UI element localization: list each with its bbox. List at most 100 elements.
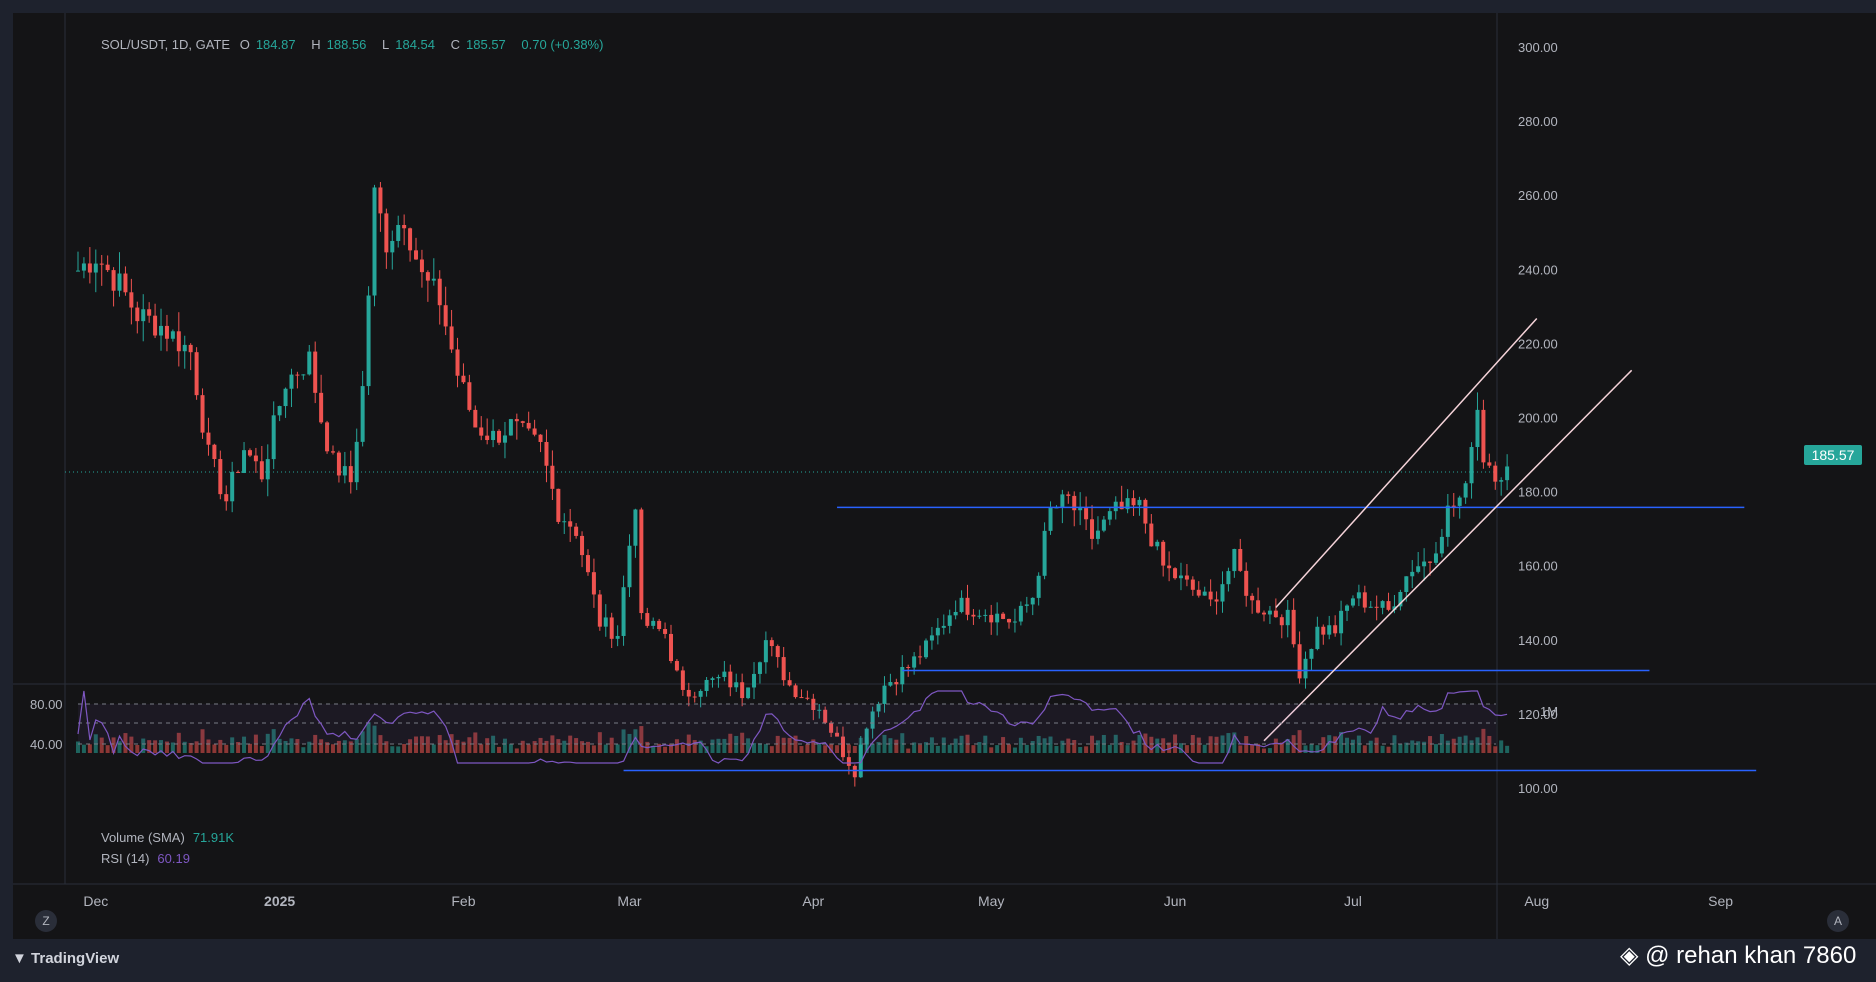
candle-body (514, 419, 519, 422)
x-tick-label: Dec (83, 893, 108, 909)
low-label: L (382, 37, 390, 52)
candle-body (1161, 541, 1166, 566)
volume-bar (402, 743, 407, 753)
volume-bar (1380, 745, 1385, 753)
rsi-legend-value: 60.19 (157, 851, 190, 866)
candle-body (769, 640, 774, 647)
candle-body (900, 666, 905, 685)
candle-body (627, 545, 632, 588)
candle-body (99, 263, 104, 265)
candle-body (449, 326, 454, 350)
volume-bar (846, 744, 851, 753)
candle-body (698, 690, 703, 697)
x-tick-label: Jul (1344, 893, 1362, 909)
candle-body (87, 263, 92, 273)
volume-bar (1445, 740, 1450, 753)
volume-bar (989, 747, 994, 753)
candle-body (574, 526, 579, 536)
candle-body (414, 250, 419, 260)
y-tick-label: 280.00 (1518, 114, 1558, 129)
candle-body (1291, 609, 1296, 645)
candle-body (775, 646, 780, 658)
y-tick-label: 180.00 (1518, 485, 1558, 500)
candle-body (259, 461, 264, 480)
volume-bar (99, 737, 104, 753)
candle-body (81, 263, 86, 271)
channel-line (1275, 317, 1538, 608)
candle-body (1238, 548, 1243, 571)
candle-body (372, 187, 377, 296)
candle-body (532, 428, 537, 435)
candle-body (437, 278, 442, 306)
volume-bar (1125, 745, 1130, 753)
x-tick-label: May (978, 893, 1004, 909)
volume-bar (408, 739, 413, 753)
volume-bar (669, 743, 673, 753)
volume-bar (633, 729, 638, 753)
candle-body (674, 661, 679, 671)
y-tick-label: 240.00 (1518, 262, 1558, 277)
candle-body (153, 315, 158, 336)
candle-body (609, 617, 614, 639)
candle-body (431, 278, 436, 281)
candle-body (491, 430, 496, 441)
volume-bar (1368, 740, 1373, 753)
candle-body (947, 615, 952, 626)
volume-bar (111, 737, 116, 753)
price-chart[interactable]: 300.00 280.00 260.00 240.00 220.00 200.00 180.… (13, 13, 1876, 939)
volume-bar (1066, 738, 1071, 753)
volume-bar (947, 744, 952, 753)
candle-body (912, 656, 917, 668)
candle-body (164, 325, 169, 339)
candle-body (1084, 508, 1089, 520)
candle-body (1439, 536, 1444, 554)
volume-bar (295, 739, 300, 753)
candle-body (781, 657, 786, 681)
candle-body (870, 711, 875, 729)
volume-bar (568, 735, 573, 753)
volume-bar (1149, 736, 1154, 753)
candle-body (200, 395, 205, 433)
volume-bar (597, 732, 602, 753)
volume-legend: Volume (SMA) 71.91K (101, 830, 234, 845)
candle-body (295, 374, 300, 376)
volume-bar (1457, 736, 1462, 753)
volume-bar (1131, 740, 1136, 753)
volume-bar (443, 740, 448, 753)
volume-bar (781, 737, 786, 753)
candle-body (508, 419, 513, 436)
tradingview-logo[interactable]: ▼ TradingView (12, 950, 119, 967)
candle-body (336, 452, 341, 476)
volume-bar (1291, 735, 1296, 753)
candle-body (746, 687, 751, 699)
volume-bar (336, 740, 341, 753)
volume-bar (1256, 743, 1261, 753)
volume-bar (491, 735, 496, 753)
candle-body (141, 309, 146, 322)
candle-body (1256, 600, 1261, 613)
candle-body (633, 509, 638, 546)
chart-frame[interactable]: 300.00 280.00 260.00 240.00 220.00 200.00 180.… (13, 13, 1876, 939)
candle-body (485, 435, 490, 441)
candle-body (846, 757, 851, 766)
auto-scale-button[interactable]: A (1827, 910, 1849, 932)
candle-body (402, 224, 407, 229)
candle-body (876, 703, 881, 712)
candle-body (242, 450, 247, 473)
volume-bar (455, 739, 460, 753)
volume-bar (894, 739, 899, 753)
volume-bar (556, 739, 561, 753)
volume-bar (283, 741, 288, 753)
volume-bar (971, 745, 976, 753)
volume-bar (123, 733, 128, 753)
volume-bar (1090, 735, 1095, 753)
candle-body (194, 352, 199, 396)
volume-bar (182, 741, 187, 753)
candle-body (580, 535, 585, 556)
candle-body (348, 466, 353, 483)
candle-body (692, 696, 697, 698)
candle-body (1505, 466, 1510, 481)
auto-scale-left-button[interactable]: Z (35, 910, 57, 932)
candle-body (918, 656, 923, 658)
volume-bar (1137, 734, 1142, 753)
